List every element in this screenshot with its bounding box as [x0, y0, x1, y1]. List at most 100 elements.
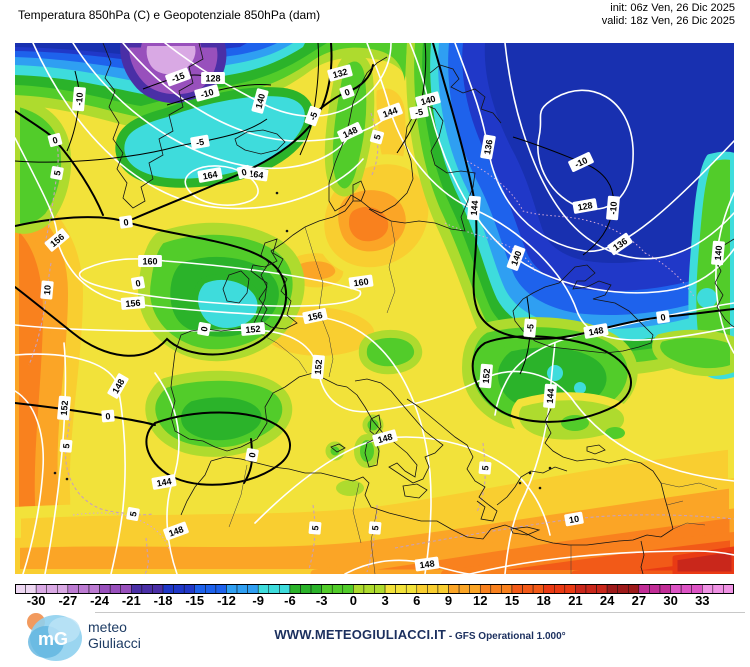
meteo-giuliacci-logo: mG: [27, 613, 82, 661]
colorbar-tick-labels: -30 -27 -24 -21 -18 -15 -12 -9 -6 -3 0 3 6 9 12 15 18 21 2…: [15, 593, 734, 609]
svg-text:140: 140: [713, 245, 724, 261]
contour-label-geo: 148: [372, 429, 398, 447]
svg-text:0: 0: [240, 167, 247, 178]
svg-text:0: 0: [247, 452, 258, 459]
svg-text:160: 160: [353, 276, 369, 288]
coastlines: [53, 43, 734, 574]
brand-text: meteo Giuliacci: [88, 619, 141, 651]
colorbar-tick: 0: [349, 593, 357, 608]
site-url: WWW.METEOGIULIACCI.IT: [274, 627, 447, 642]
contour-label-geo: 152: [479, 363, 493, 389]
contour-label-temp: 5: [59, 439, 73, 453]
contour-label-temp: -5: [190, 134, 210, 150]
svg-text:128: 128: [205, 73, 220, 83]
svg-text:0: 0: [51, 135, 58, 146]
contour-label-temp: -15: [165, 67, 191, 87]
valid-time-label: valid: 18z Ven, 26 Dic 2025: [601, 15, 735, 27]
svg-text:148: 148: [377, 432, 394, 446]
colorbar-tick: -15: [185, 593, 205, 608]
contour-label-temp: 0: [47, 132, 63, 148]
colorbar-tick: 6: [413, 593, 421, 608]
svg-text:164: 164: [248, 168, 264, 180]
contour-label-geo: 128: [201, 72, 225, 84]
contour-label-temp: -10: [568, 152, 594, 172]
svg-text:10: 10: [568, 514, 580, 526]
contour-label-temp: 0: [236, 164, 252, 180]
svg-text:144: 144: [545, 388, 556, 404]
contour-label-temp: 10: [40, 280, 54, 300]
svg-text:-10: -10: [573, 155, 589, 170]
svg-text:164: 164: [202, 169, 219, 181]
contour-label-geo: 140: [711, 240, 725, 266]
logo-blue-blob-3: [48, 617, 80, 643]
contour-label-temp: 10: [564, 511, 584, 527]
contour-label-temp: -10: [194, 84, 220, 102]
contour-label-temp: 0: [245, 447, 259, 463]
colorbar-tick: -24: [90, 593, 109, 608]
svg-text:-10: -10: [608, 201, 619, 215]
contour-label-geo: 164: [197, 167, 223, 183]
colorbar-tick: 9: [444, 593, 453, 608]
svg-text:152: 152: [245, 324, 261, 335]
svg-text:156: 156: [125, 298, 141, 309]
contour-label-geo: 140: [251, 88, 269, 114]
contour-label-temp: -5: [523, 318, 537, 338]
contour-label-temp: 5: [369, 129, 385, 145]
svg-text:5: 5: [480, 465, 490, 471]
svg-text:10: 10: [42, 285, 53, 296]
svg-text:136: 136: [482, 139, 494, 156]
contour-label-geo: 140: [415, 91, 441, 109]
contour-label-geo: 148: [414, 556, 440, 572]
contour-label-geo: 152: [57, 395, 71, 421]
contour-label-geo: 136: [480, 134, 496, 160]
contour-label-temp: 0: [656, 310, 670, 324]
contour-label-temp: 0: [130, 276, 146, 290]
svg-text:-10: -10: [74, 92, 85, 106]
page-title: Temperatura 850hPa (C) e Geopotenziale 8…: [18, 8, 321, 22]
contour-label-temp: 0: [339, 84, 355, 100]
svg-text:132: 132: [332, 67, 349, 81]
model-info: - GFS Operational 1.000°: [446, 631, 566, 642]
colorbar-tick: 18: [536, 593, 551, 608]
colorbar-tick: 15: [504, 593, 520, 608]
svg-text:144: 144: [469, 200, 480, 216]
colorbar-tick: 12: [473, 593, 488, 608]
svg-text:-10: -10: [200, 87, 215, 100]
svg-text:5: 5: [370, 525, 380, 531]
contour-label-temp: 5: [478, 461, 492, 475]
svg-text:5: 5: [61, 443, 71, 449]
svg-text:140: 140: [254, 93, 268, 110]
colorbar-tick: 27: [631, 593, 647, 608]
svg-text:160: 160: [142, 256, 157, 266]
svg-text:5: 5: [310, 525, 320, 531]
contour-label-geo: 144: [543, 383, 557, 409]
contour-label-temp: 5: [126, 506, 140, 522]
colorbar-tick: -9: [252, 593, 264, 608]
footer-divider: [95, 612, 745, 613]
contour-label-temp: -10: [72, 86, 86, 112]
contour-label-temp: -5: [409, 104, 429, 120]
svg-text:140: 140: [420, 94, 437, 108]
contour-label-temp: 0: [197, 321, 211, 337]
brand-line1: meteo: [88, 619, 127, 635]
colorbar-tick: -18: [153, 593, 173, 608]
svg-text:5: 5: [372, 133, 383, 140]
colorbar-tick: -12: [217, 593, 236, 608]
svg-text:5: 5: [52, 170, 63, 177]
svg-text:152: 152: [481, 368, 492, 384]
svg-text:-5: -5: [525, 324, 536, 333]
contour-label-temp: 5: [50, 165, 64, 181]
contour-label-geo: 132: [327, 64, 353, 82]
colorbar-tick: 30: [663, 593, 678, 608]
init-time-label: init: 06z Ven, 26 Dic 2025: [610, 2, 735, 14]
site-bar: WWW.METEOGIULIACCI.IT - GFS Operational …: [95, 626, 745, 644]
contour-label-geo: 140: [506, 245, 526, 271]
contour-label-geo: 144: [377, 102, 403, 122]
contour-label-geo: 160: [138, 255, 162, 267]
colorbar-tick: 3: [381, 593, 389, 608]
logo-monogram: mG: [38, 629, 68, 649]
svg-text:148: 148: [588, 325, 605, 337]
weather-map: 128 1321401441401481361281441401361481441…: [15, 43, 734, 574]
colorbar-tick: -30: [26, 593, 46, 608]
